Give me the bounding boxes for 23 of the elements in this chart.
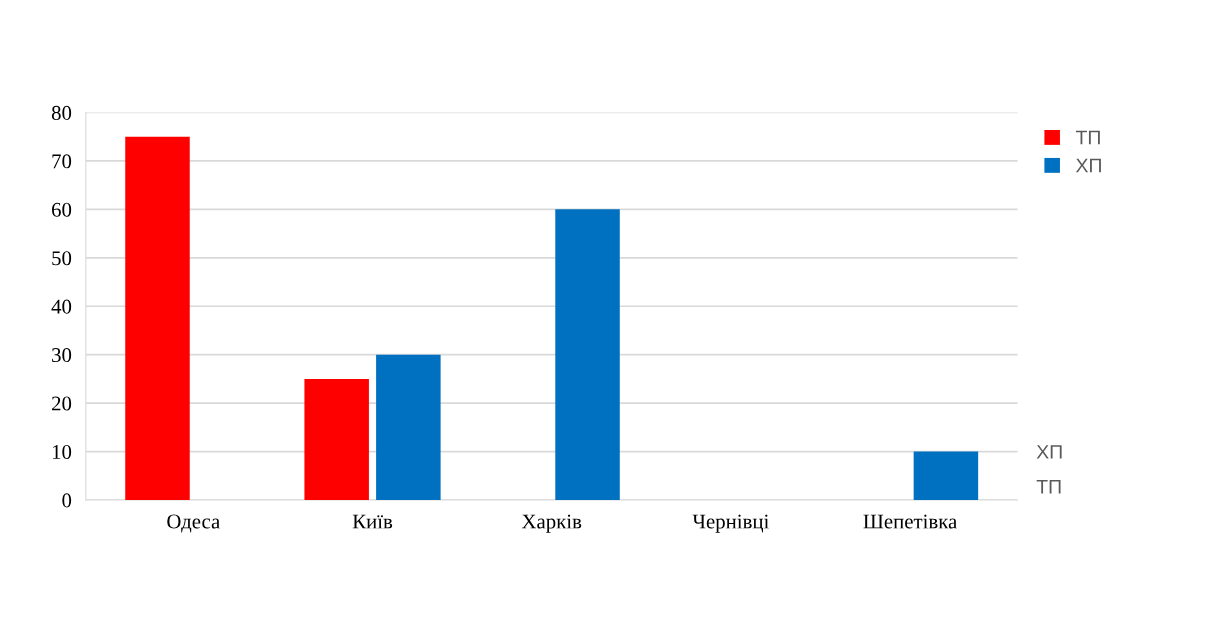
bar	[913, 451, 979, 500]
y-tick-label: 40	[51, 299, 72, 314]
y-tick-label: 0	[62, 493, 72, 508]
bar	[376, 354, 441, 500]
bar	[304, 378, 369, 500]
y-tick-label: 60	[51, 202, 72, 217]
x-tick-label: Шепетівка	[863, 514, 958, 529]
bar	[555, 209, 620, 500]
y-tick-label: 80	[51, 105, 72, 120]
legend-label: ХП	[1075, 158, 1101, 173]
bar	[125, 136, 190, 500]
text: ХП	[1036, 445, 1062, 459]
y-tick-label: 70	[52, 154, 72, 169]
x-tick-label: Чернівці	[692, 514, 769, 533]
y-tick-label: 30	[52, 348, 72, 363]
legend-label: ТП	[1075, 130, 1100, 145]
x-tick-label: Харків	[521, 514, 582, 533]
x-tick-label: Одеса	[167, 514, 220, 533]
y-tick-label: 20	[52, 396, 72, 411]
y-tick-label: 50	[52, 251, 72, 266]
text: ТП	[1036, 480, 1061, 494]
y-tick-label: 10	[52, 444, 72, 459]
x-tick-label: Київ	[352, 514, 393, 529]
